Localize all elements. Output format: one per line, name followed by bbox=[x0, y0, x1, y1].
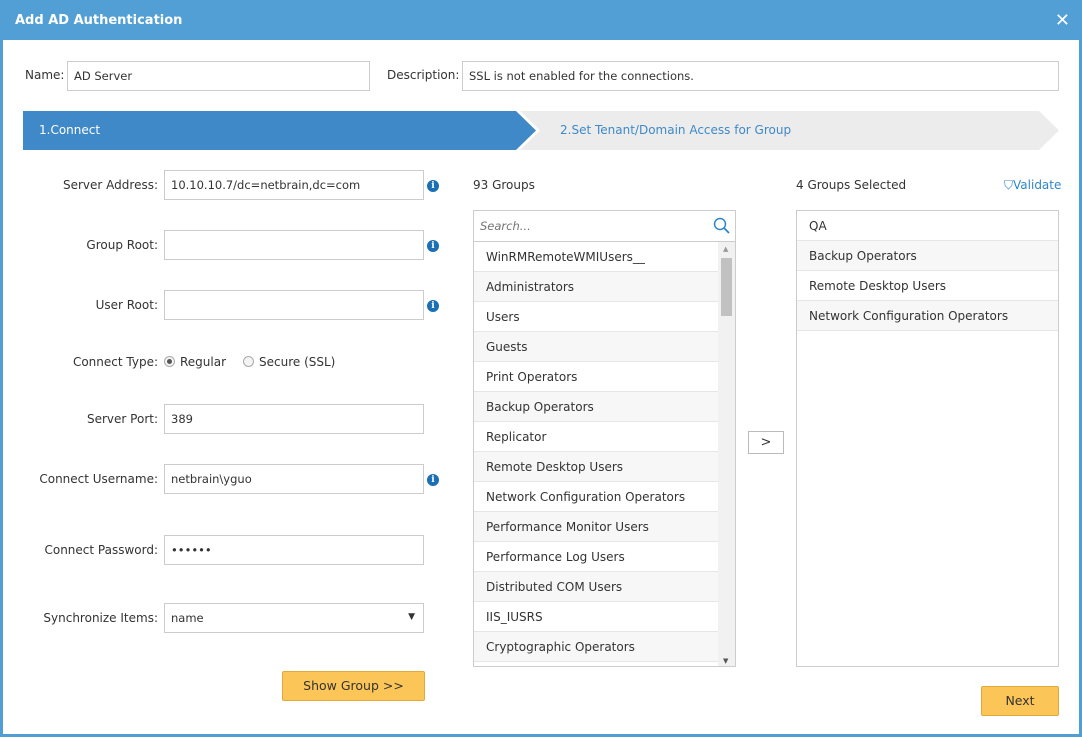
selected-groups-list: QA Backup Operators Remote Desktop Users Ne… bbox=[796, 210, 1059, 667]
group-root-label: Group Root: bbox=[86, 238, 158, 252]
dialog-header: Add AD Authentication ✕ bbox=[0, 0, 1082, 40]
step-label: 1.Connect bbox=[39, 123, 101, 137]
groups-items: WinRMRemoteWMIUsers__ Administrators Users… bbox=[474, 242, 719, 662]
username-input[interactable] bbox=[164, 464, 424, 494]
name-input[interactable] bbox=[67, 61, 370, 91]
search-icon[interactable] bbox=[713, 217, 731, 235]
show-group-button[interactable]: Show Group >> bbox=[282, 671, 425, 701]
radio-regular[interactable]: Regular bbox=[164, 355, 226, 369]
list-item[interactable]: Distributed COM Users bbox=[474, 572, 719, 602]
group-root-input[interactable] bbox=[164, 230, 424, 260]
list-item[interactable]: WinRMRemoteWMIUsers__ bbox=[474, 242, 719, 272]
name-label: Name: bbox=[25, 68, 65, 82]
list-item[interactable]: Backup Operators bbox=[474, 392, 719, 422]
list-item[interactable]: Performance Log Users bbox=[474, 542, 719, 572]
group-search-input[interactable] bbox=[474, 211, 704, 240]
password-label: Connect Password: bbox=[44, 543, 158, 557]
server-address-input[interactable] bbox=[164, 170, 424, 200]
connect-type-label: Connect Type: bbox=[72, 355, 158, 369]
close-icon[interactable]: ✕ bbox=[1054, 10, 1070, 31]
dialog-title: Add AD Authentication bbox=[15, 13, 183, 28]
description-label: Description: bbox=[387, 68, 460, 82]
scrollbar[interactable]: ▲ ▼ bbox=[718, 242, 735, 666]
list-item[interactable]: Cryptographic Operators bbox=[474, 632, 719, 662]
scroll-down-icon[interactable]: ▼ bbox=[723, 657, 729, 665]
description-input[interactable] bbox=[462, 61, 1059, 91]
move-right-button[interactable]: > bbox=[748, 431, 784, 454]
validate-label: Validate bbox=[1013, 178, 1062, 192]
list-item[interactable]: QA bbox=[797, 211, 1058, 241]
groups-list: WinRMRemoteWMIUsers__AdministratorsUsers… bbox=[473, 210, 736, 667]
user-root-input[interactable] bbox=[164, 290, 424, 320]
caret-down-icon: ▼ bbox=[408, 612, 415, 622]
list-item[interactable]: Remote Desktop Users bbox=[474, 452, 719, 482]
list-item[interactable]: Network Configuration Operators bbox=[797, 301, 1058, 331]
info-icon[interactable]: i bbox=[427, 474, 439, 486]
sync-items-label: Synchronize Items: bbox=[43, 611, 158, 625]
radio-label: Regular bbox=[180, 355, 227, 369]
server-port-input[interactable] bbox=[164, 404, 424, 434]
user-root-label: User Root: bbox=[95, 298, 158, 312]
list-item[interactable]: Print Operators bbox=[474, 362, 719, 392]
groups-count: 93 Groups bbox=[473, 178, 535, 192]
list-item[interactable]: Performance Monitor Users bbox=[474, 512, 719, 542]
info-icon[interactable]: i bbox=[427, 300, 439, 312]
scrollbar-thumb[interactable] bbox=[721, 258, 732, 316]
sync-items-select[interactable]: name ▼ bbox=[164, 603, 424, 633]
info-icon[interactable]: i bbox=[427, 180, 439, 192]
server-address-label: Server Address: bbox=[63, 178, 158, 192]
radio-icon bbox=[164, 356, 175, 367]
validate-link[interactable]: ⛉Validate bbox=[1004, 178, 1061, 193]
list-item[interactable]: Administrators bbox=[474, 272, 719, 302]
list-item[interactable]: Network Configuration Operators bbox=[474, 482, 719, 512]
selected-count: 4 Groups Selected bbox=[796, 178, 907, 192]
selected-items: QA Backup Operators Remote Desktop Users Ne… bbox=[797, 211, 1058, 331]
radio-icon bbox=[243, 356, 254, 367]
list-item[interactable]: IIS_IUSRS bbox=[474, 602, 719, 632]
list-item[interactable]: Backup Operators bbox=[797, 241, 1058, 271]
list-item[interactable]: Guests bbox=[474, 332, 719, 362]
list-item[interactable]: Replicator bbox=[474, 422, 719, 452]
list-item[interactable]: Remote Desktop Users bbox=[797, 271, 1058, 301]
password-input[interactable] bbox=[164, 535, 424, 565]
shield-check-icon: ⛉ bbox=[1004, 178, 1014, 192]
select-value: name bbox=[171, 611, 204, 625]
step-label: 2.Set Tenant/Domain Access for Group bbox=[560, 123, 792, 137]
step-connect[interactable]: 1.Connect bbox=[23, 111, 536, 150]
next-button[interactable]: Next bbox=[981, 686, 1059, 716]
step-tenant-access[interactable]: 2.Set Tenant/Domain Access for Group bbox=[520, 111, 1059, 150]
radio-label: Secure (SSL) bbox=[259, 355, 336, 369]
info-icon[interactable]: i bbox=[427, 240, 439, 252]
server-port-label: Server Port: bbox=[87, 412, 158, 426]
radio-secure-ssl[interactable]: Secure (SSL) bbox=[243, 355, 335, 369]
username-label: Connect Username: bbox=[39, 472, 158, 486]
scroll-up-icon[interactable]: ▲ bbox=[723, 245, 729, 253]
list-item[interactable]: Users bbox=[474, 302, 719, 332]
